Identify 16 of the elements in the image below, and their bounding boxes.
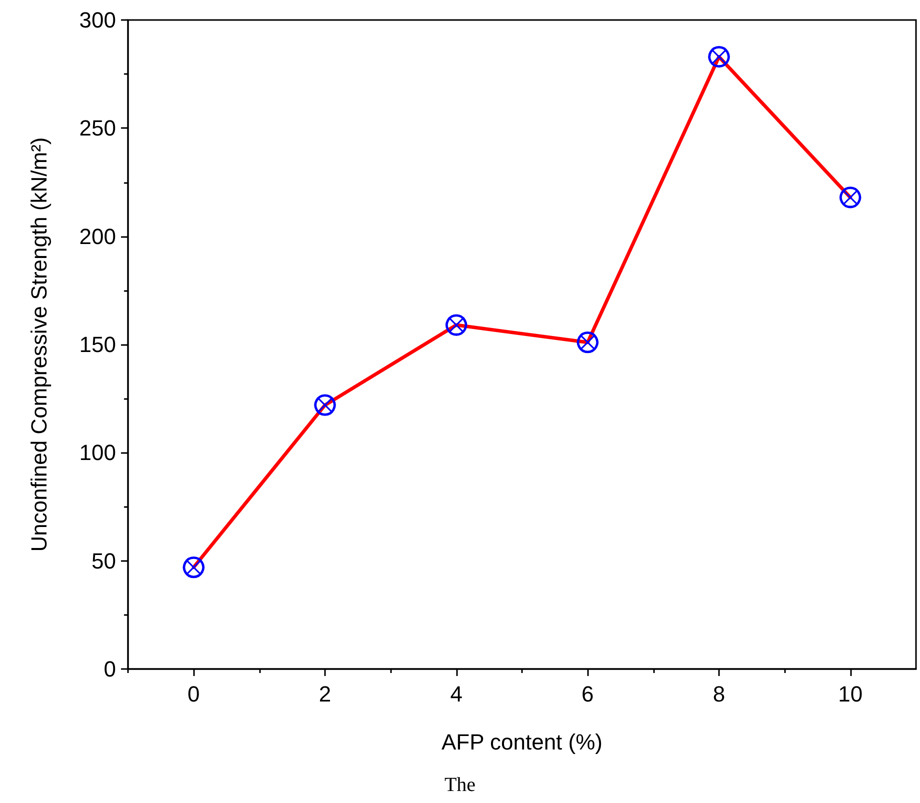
x-tick-label: 2 bbox=[318, 682, 332, 706]
y-tick-label: 300 bbox=[79, 8, 116, 32]
y-tick-label: 150 bbox=[79, 332, 116, 357]
y-tick-label: 200 bbox=[79, 224, 116, 249]
y-tick-label: 50 bbox=[92, 548, 116, 574]
y-tick-label: 100 bbox=[79, 440, 116, 466]
x-axis-title: AFP content (%) bbox=[442, 730, 602, 754]
y-tick-label: 0 bbox=[104, 656, 116, 682]
y-axis-title: Unconfined Compressive Strength (kN/m²) bbox=[26, 137, 52, 552]
x-tick-label: 8 bbox=[712, 682, 726, 706]
x-tick-label: 10 bbox=[838, 682, 863, 706]
y-tick-label: 250 bbox=[79, 116, 116, 141]
x-tick-label: 0 bbox=[188, 682, 200, 706]
x-tick-label: 6 bbox=[582, 682, 594, 706]
x-tick-label: 4 bbox=[450, 682, 462, 706]
text: The bbox=[444, 774, 476, 796]
